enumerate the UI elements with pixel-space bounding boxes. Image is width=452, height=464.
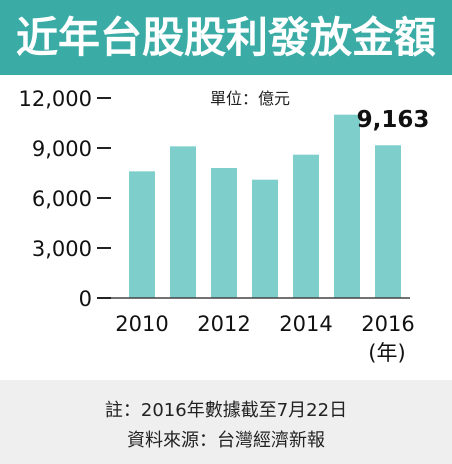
y-tick-label: 9,000	[32, 137, 92, 161]
x-axis: 2010 2012 2014 2016	[111, 297, 415, 336]
footer: 註：2016年數據截至7月22日 資料來源：台灣經濟新報	[0, 380, 452, 464]
bar-2010	[129, 171, 155, 298]
chart-title: 近年台股股利發放金額	[15, 13, 436, 62]
bar-2013	[252, 179, 278, 298]
bar-2012	[211, 168, 237, 298]
y-tick-label: 6,000	[32, 187, 92, 211]
y-tick-label: 12,000	[19, 87, 92, 111]
x-tick-label: 2010	[115, 312, 168, 336]
x-tick-label: 2014	[279, 312, 332, 336]
x-tick-label: 2012	[197, 312, 250, 336]
unit-label: 單位：億元	[210, 89, 290, 108]
x-tick-label: 2016	[361, 312, 414, 336]
bar-2016	[375, 145, 401, 298]
bars	[129, 114, 401, 298]
bar-2011	[170, 146, 196, 298]
source-note: 資料來源：台灣經濟新報	[127, 430, 325, 451]
chart-area: 0 3,000 6,000 9,000 12,000 2010 2012 2014 2016 …	[0, 75, 452, 380]
x-unit-label: (年)	[368, 341, 405, 365]
footnote: 註：2016年數據截至7月22日	[104, 400, 348, 421]
bar-2014	[293, 154, 319, 298]
y-tick-label: 0	[79, 287, 92, 311]
bar-2015	[334, 114, 360, 298]
y-tick-label: 3,000	[32, 237, 92, 261]
y-axis: 0 3,000 6,000 9,000 12,000	[19, 87, 111, 311]
header-banner: 近年台股股利發放金額	[0, 0, 452, 75]
highlight-value-label: 9,163	[357, 107, 430, 133]
